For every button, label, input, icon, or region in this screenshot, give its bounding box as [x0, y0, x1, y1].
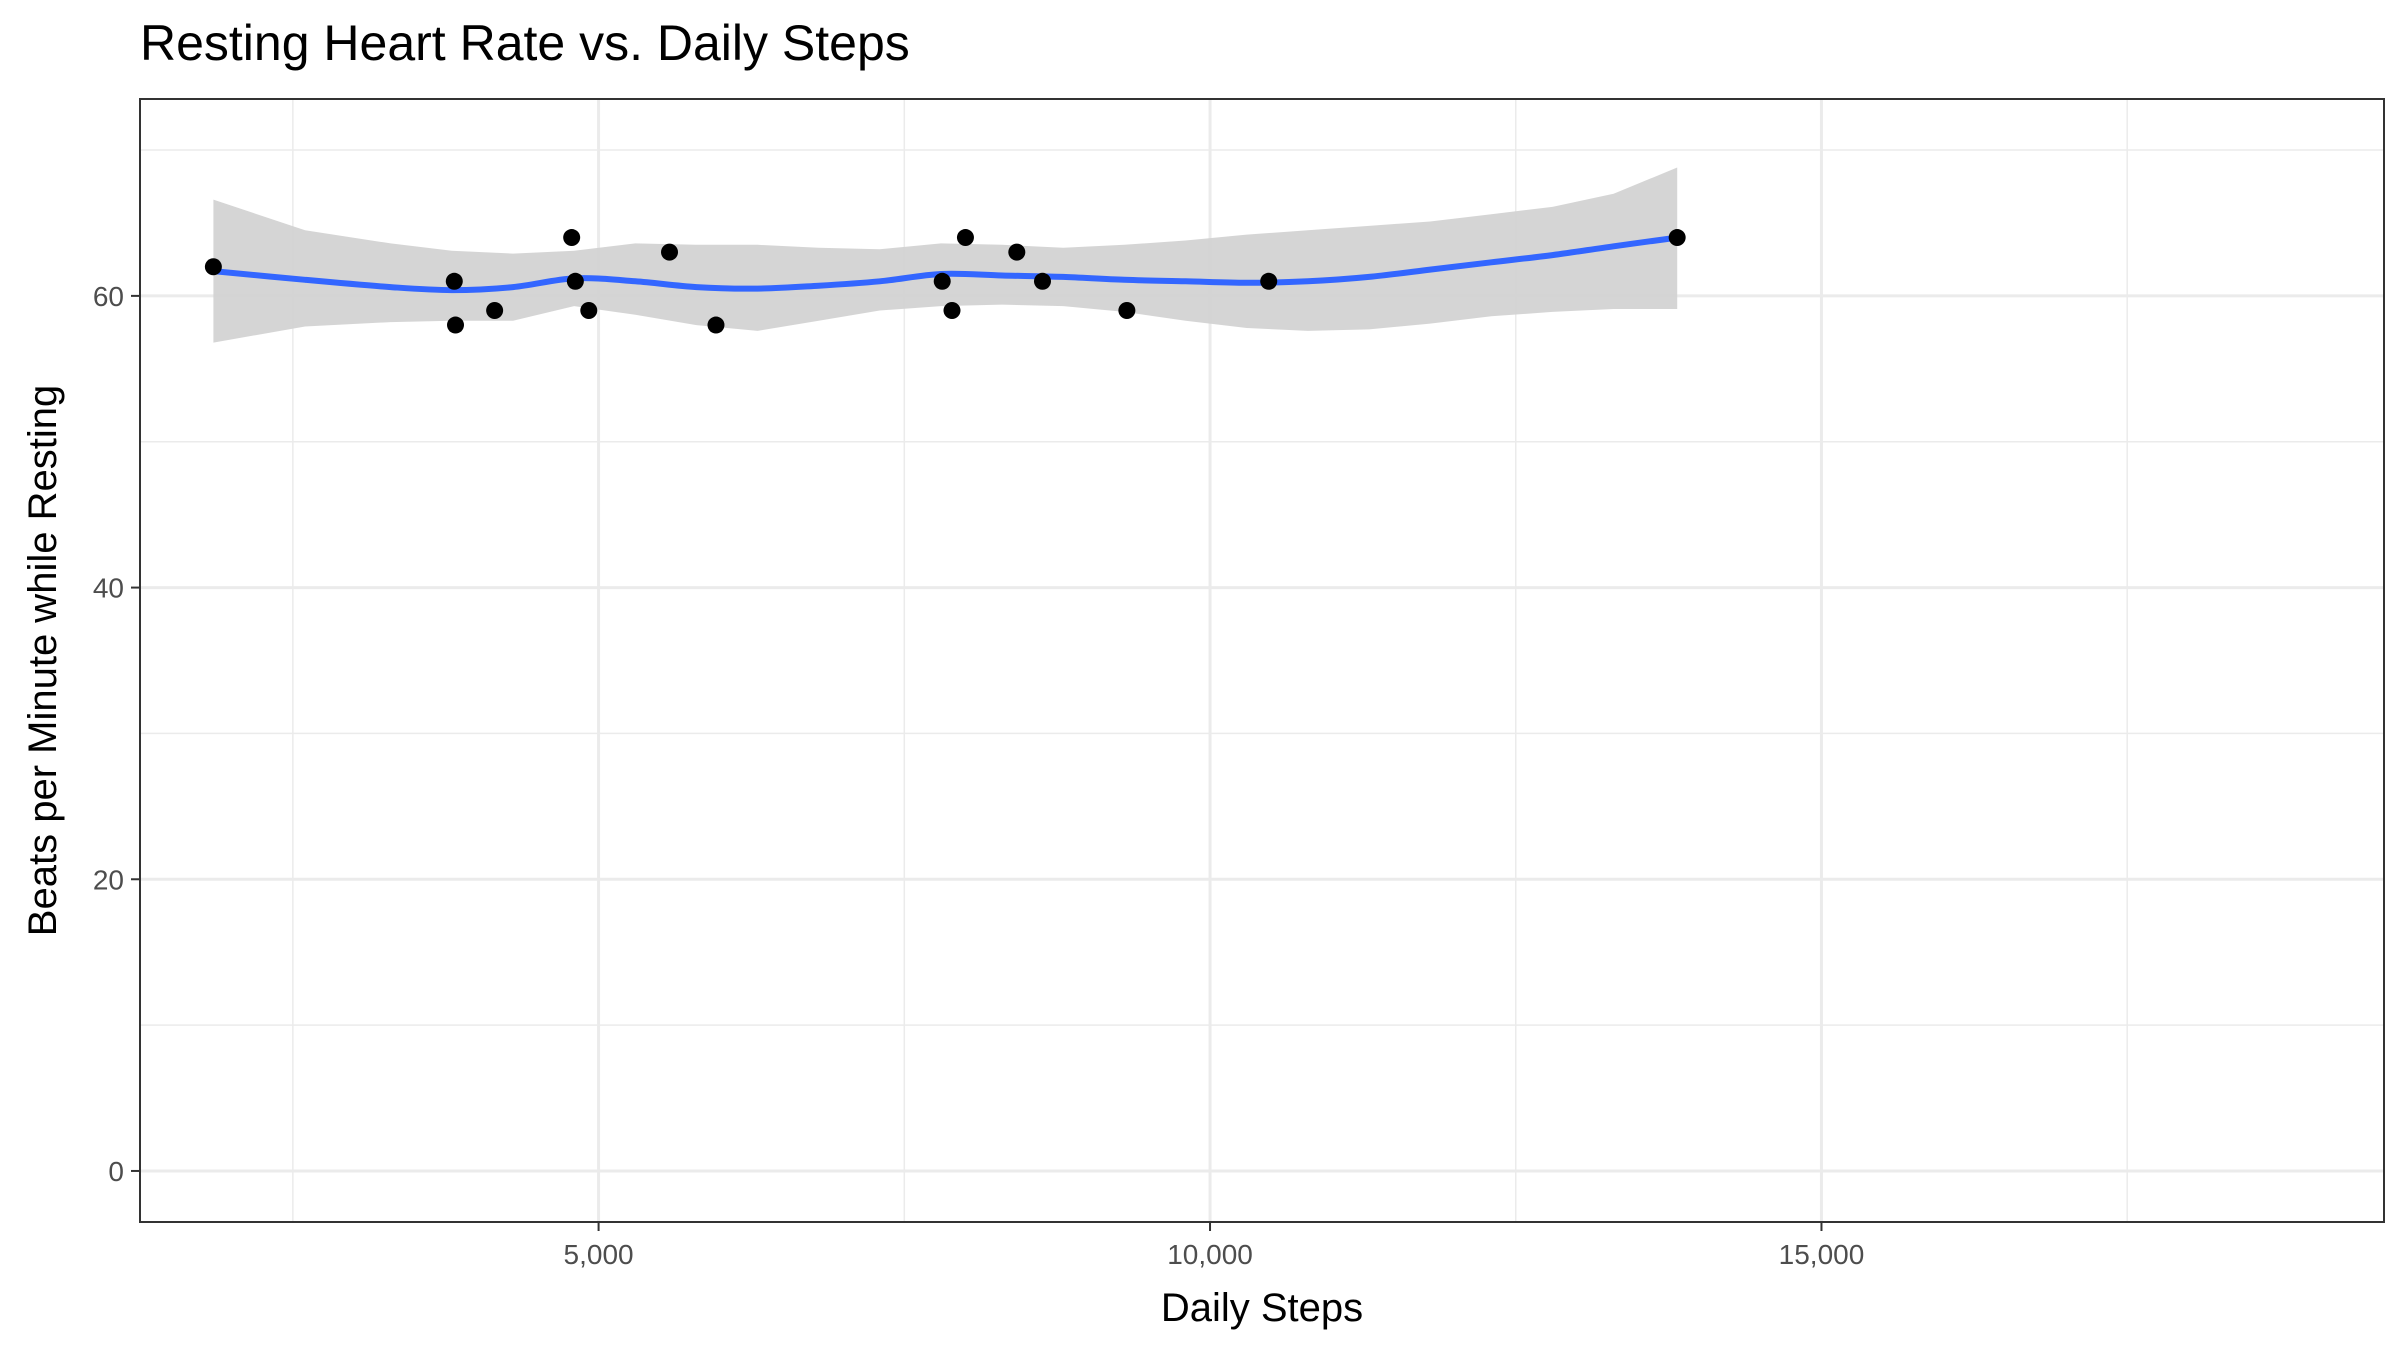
data-point [204, 258, 222, 276]
data-point [445, 272, 463, 290]
data-point [707, 316, 725, 334]
data-point [943, 301, 961, 319]
data-point [1008, 243, 1026, 261]
chart-title: Resting Heart Rate vs. Daily Steps [140, 15, 910, 71]
y-tick-label: 60 [93, 281, 124, 312]
smooth-line [210, 234, 1681, 294]
y-axis: 0 20 40 60 [93, 281, 140, 1187]
data-point [933, 272, 951, 290]
x-axis: 5,000 10,000 15,000 [564, 1222, 1865, 1270]
data-point [956, 229, 974, 247]
data-point [1260, 272, 1278, 290]
data-point [1668, 229, 1686, 247]
data-point [566, 272, 584, 290]
confidence-band-group [213, 167, 1678, 343]
y-axis-title: Beats per Minute while Resting [21, 385, 65, 936]
data-point [661, 243, 679, 261]
x-tick-label: 5,000 [564, 1239, 634, 1270]
x-tick-label: 15,000 [1779, 1239, 1865, 1270]
y-tick-label: 0 [108, 1156, 124, 1187]
confidence-band [213, 167, 1678, 343]
y-tick-label: 40 [93, 573, 124, 604]
data-point [1118, 301, 1136, 319]
panel-border [139, 98, 2385, 1223]
smooth-line-group [210, 234, 1681, 294]
x-axis-title: Daily Steps [1161, 1286, 1363, 1330]
data-point [580, 301, 598, 319]
data-point [563, 229, 581, 247]
data-point [486, 301, 504, 319]
x-tick-label: 10,000 [1167, 1239, 1253, 1270]
data-point [1033, 272, 1051, 290]
data-point [447, 316, 465, 334]
y-tick-label: 20 [93, 864, 124, 895]
data-points-group [204, 229, 1686, 334]
